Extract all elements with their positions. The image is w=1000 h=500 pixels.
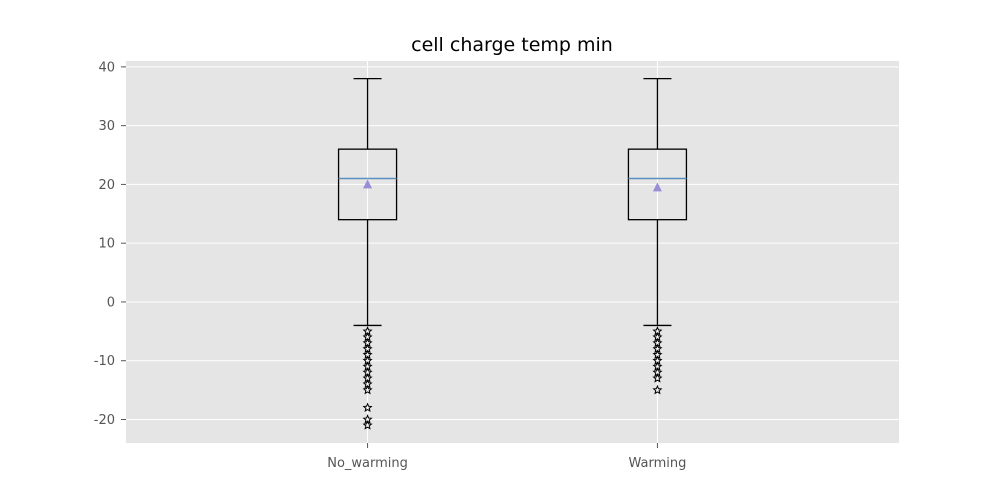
outlier-point <box>652 384 663 395</box>
y-tick-label: -10 <box>94 354 115 369</box>
y-tick-label: -20 <box>94 413 115 428</box>
y-tick-label: 30 <box>98 119 115 134</box>
y-tick-label: 0 <box>107 295 115 310</box>
iqr-box <box>337 148 398 221</box>
box-no-warming <box>337 77 398 430</box>
x-axis: No_warming Warming <box>327 443 686 471</box>
iqr-box <box>627 148 688 221</box>
mean-marker <box>652 182 662 192</box>
x-tick-label: No_warming <box>327 456 408 471</box>
boxes <box>337 77 688 430</box>
chart-title: cell charge temp min <box>411 34 613 56</box>
mean-marker <box>363 179 373 189</box>
outlier-point <box>362 402 373 413</box>
outlier-point <box>362 420 373 430</box>
y-tick-label: 20 <box>98 178 115 193</box>
y-tick-label: 40 <box>98 60 115 75</box>
outlier-point <box>652 373 663 383</box>
y-axis: -20 -10 0 10 20 30 40 <box>94 60 126 428</box>
outlier-point <box>362 384 373 395</box>
plot-area <box>126 61 899 443</box>
x-tick-label: Warming <box>629 456 687 471</box>
y-tick-label: 10 <box>98 237 115 252</box>
grid-lines <box>126 61 899 443</box>
box-warming <box>627 77 688 395</box>
